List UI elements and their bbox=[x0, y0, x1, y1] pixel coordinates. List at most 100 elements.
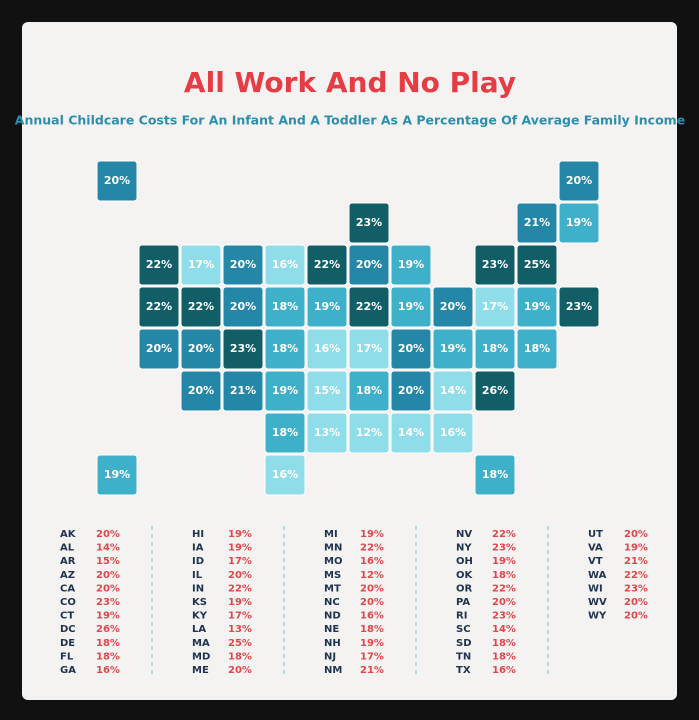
state-tile bbox=[348, 328, 390, 370]
state-tile bbox=[222, 244, 264, 286]
state-tile bbox=[264, 370, 306, 412]
state-value-label: 22% bbox=[356, 300, 382, 313]
state-code: DC bbox=[60, 624, 76, 635]
state-code: HI bbox=[192, 529, 204, 540]
state-value: 18% bbox=[228, 651, 252, 662]
state-value: 15% bbox=[96, 556, 120, 567]
state-value-label: 18% bbox=[482, 342, 508, 355]
state-value: 20% bbox=[624, 597, 648, 608]
state-value: 18% bbox=[360, 624, 384, 635]
state-value: 21% bbox=[624, 556, 648, 567]
state-value: 20% bbox=[360, 597, 384, 608]
state-value-label: 17% bbox=[482, 300, 508, 313]
state-value: 19% bbox=[360, 638, 384, 649]
state-value-label: 19% bbox=[398, 300, 424, 313]
state-value: 16% bbox=[96, 665, 120, 676]
state-value: 20% bbox=[228, 665, 252, 676]
state-value-label: 21% bbox=[524, 216, 550, 229]
state-value-label: 19% bbox=[104, 468, 130, 481]
state-value: 20% bbox=[624, 529, 648, 540]
state-tile bbox=[222, 328, 264, 370]
state-code: MT bbox=[324, 583, 341, 594]
state-value-label: 20% bbox=[398, 342, 424, 355]
state-code: IA bbox=[192, 543, 204, 554]
state-value: 22% bbox=[360, 543, 384, 554]
state-value-label: 13% bbox=[314, 426, 340, 439]
state-code: NJ bbox=[324, 651, 336, 662]
state-code: ME bbox=[192, 665, 209, 676]
state-code: UT bbox=[588, 529, 603, 540]
state-value-label: 18% bbox=[482, 468, 508, 481]
state-tile bbox=[264, 412, 306, 454]
state-tile bbox=[96, 160, 138, 202]
state-value-label: 22% bbox=[314, 258, 340, 271]
state-value-label: 12% bbox=[356, 426, 382, 439]
state-value: 20% bbox=[96, 529, 120, 540]
subtitle: Annual Childcare Costs For An Infant And… bbox=[15, 113, 685, 128]
state-value-label: 20% bbox=[104, 174, 130, 187]
state-tile bbox=[516, 244, 558, 286]
state-tile bbox=[264, 286, 306, 328]
state-tile bbox=[348, 202, 390, 244]
state-table: AK 20% AL 14% AR 15% AZ 20% CA 20% CO 23% CT 19% DC 26%… bbox=[60, 526, 648, 678]
state-value-label: 17% bbox=[188, 258, 214, 271]
state-code: OH bbox=[456, 556, 473, 567]
state-tile bbox=[474, 286, 516, 328]
state-value: 18% bbox=[96, 651, 120, 662]
state-tile bbox=[432, 286, 474, 328]
state-value-label: 20% bbox=[356, 258, 382, 271]
state-code: KS bbox=[192, 597, 207, 608]
state-value: 20% bbox=[492, 597, 516, 608]
state-tile bbox=[222, 286, 264, 328]
state-value: 16% bbox=[492, 665, 516, 676]
state-tile bbox=[306, 370, 348, 412]
state-value-label: 23% bbox=[356, 216, 382, 229]
state-value: 20% bbox=[228, 570, 252, 581]
map: 20% 14% 15% 20% 20% 23% 19% 26% 18% 18% 16% 19% 19% 1… bbox=[96, 160, 600, 496]
state-code: MN bbox=[324, 543, 342, 554]
state-tile bbox=[432, 412, 474, 454]
state-code: WY bbox=[588, 611, 607, 622]
state-tile bbox=[390, 286, 432, 328]
state-value-label: 23% bbox=[482, 258, 508, 271]
state-value: 18% bbox=[492, 570, 516, 581]
state-value: 23% bbox=[624, 583, 648, 594]
state-tile bbox=[96, 454, 138, 496]
state-code: MI bbox=[324, 529, 338, 540]
state-value-label: 19% bbox=[398, 258, 424, 271]
state-value: 17% bbox=[228, 611, 252, 622]
state-value-label: 19% bbox=[524, 300, 550, 313]
state-tile bbox=[138, 286, 180, 328]
state-value: 14% bbox=[96, 543, 120, 554]
state-value-label: 20% bbox=[188, 342, 214, 355]
state-tile bbox=[264, 454, 306, 496]
state-tile bbox=[138, 328, 180, 370]
state-code: TX bbox=[456, 665, 471, 676]
state-value-label: 18% bbox=[272, 426, 298, 439]
state-tile bbox=[516, 328, 558, 370]
state-value: 14% bbox=[492, 624, 516, 635]
state-tile bbox=[348, 244, 390, 286]
state-value-label: 22% bbox=[146, 300, 172, 313]
state-value: 18% bbox=[492, 651, 516, 662]
state-code: NY bbox=[456, 543, 472, 554]
state-value-label: 15% bbox=[314, 384, 340, 397]
state-value: 20% bbox=[624, 611, 648, 622]
state-tile bbox=[390, 244, 432, 286]
state-value: 22% bbox=[624, 570, 648, 581]
state-value-label: 19% bbox=[314, 300, 340, 313]
state-tile bbox=[432, 370, 474, 412]
state-code: CO bbox=[60, 597, 76, 608]
state-value: 22% bbox=[228, 583, 252, 594]
state-value: 22% bbox=[492, 529, 516, 540]
state-tile bbox=[558, 202, 600, 244]
state-tile bbox=[348, 412, 390, 454]
state-tile bbox=[474, 454, 516, 496]
title: All Work And No Play bbox=[184, 66, 516, 99]
state-tile bbox=[516, 202, 558, 244]
state-code: ND bbox=[324, 611, 341, 622]
state-value: 16% bbox=[360, 556, 384, 567]
state-code: CT bbox=[60, 611, 74, 622]
state-value-label: 20% bbox=[440, 300, 466, 313]
state-code: GA bbox=[60, 665, 76, 676]
